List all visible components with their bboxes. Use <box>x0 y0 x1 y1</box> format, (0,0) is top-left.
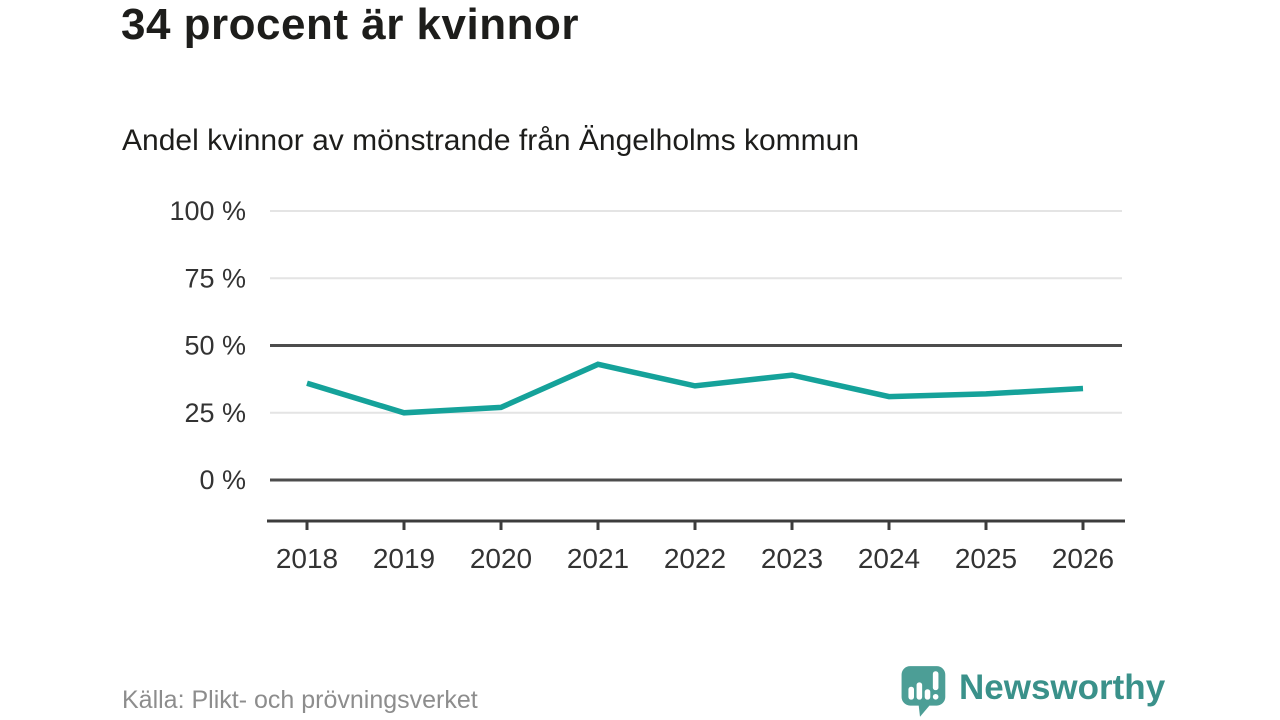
x-tick-label: 2021 <box>567 543 629 574</box>
x-tick-label: 2018 <box>276 543 338 574</box>
x-tick-label: 2026 <box>1052 543 1114 574</box>
x-tick-label: 2022 <box>664 543 726 574</box>
y-tick-label: 0 % <box>199 465 246 495</box>
y-tick-label: 25 % <box>184 398 246 428</box>
x-tick-label: 2025 <box>955 543 1017 574</box>
x-tick-label: 2024 <box>858 543 920 574</box>
brand-name: Newsworthy <box>959 668 1166 707</box>
y-tick-label: 50 % <box>184 331 246 361</box>
x-tick-label: 2019 <box>373 543 435 574</box>
chart-subtitle: Andel kvinnor av mönstrande från Ängelho… <box>122 124 860 157</box>
y-tick-label: 75 % <box>184 263 246 293</box>
x-tick-label: 2020 <box>470 543 532 574</box>
line-chart: 0 % 25 % 50 % 75 % 100 % 2018 2019 2020 2021 2022… <box>169 196 1125 574</box>
source-note: Källa: Plikt- och prövningsverket <box>122 686 478 714</box>
x-tick-label: 2023 <box>761 543 823 574</box>
data-line <box>306 361 1084 416</box>
brand-logo: Newsworthy <box>899 664 1165 718</box>
newsworthy-bubble-chart-icon <box>901 666 946 717</box>
page-title: 34 procent är kvinnor <box>121 0 579 49</box>
y-tick-label: 100 % <box>169 196 246 226</box>
